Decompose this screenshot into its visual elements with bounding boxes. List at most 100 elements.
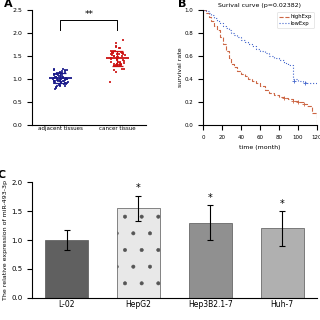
Point: [52, 72, 57, 77]
Point: [114, 58, 119, 63]
Title: Surival curve (p=0.02382): Surival curve (p=0.02382): [218, 3, 301, 8]
lowExp: [305, 81, 309, 85]
Point: [63, 75, 68, 80]
Point: [114, 57, 119, 62]
lowExp: [246, 42, 250, 46]
Point: [120, 53, 125, 59]
Point: [114, 61, 119, 67]
Text: *: *: [136, 183, 141, 193]
Point: [119, 50, 124, 55]
Point: [56, 72, 61, 77]
Point: [54, 71, 59, 76]
highExp: [250, 79, 254, 83]
Point: [108, 80, 113, 85]
Point: [65, 79, 70, 84]
Point: [59, 79, 64, 84]
highExp: [227, 56, 230, 60]
Point: [54, 84, 59, 89]
highExp: [305, 104, 309, 108]
Point: [58, 78, 63, 83]
Point: [118, 61, 124, 66]
Point: [65, 67, 70, 72]
X-axis label: time (month): time (month): [239, 145, 281, 150]
lowExp: [229, 31, 233, 35]
lowExp: [204, 9, 208, 13]
lowExp: [254, 47, 258, 51]
Point: [111, 50, 116, 55]
Point: [62, 68, 67, 74]
lowExp: [315, 81, 319, 85]
highExp: [229, 62, 233, 66]
Point: [60, 75, 66, 80]
Y-axis label: survival rate: survival rate: [178, 47, 183, 87]
Point: [112, 63, 117, 68]
lowExp: [310, 81, 314, 85]
Line: lowExp: lowExp: [203, 10, 317, 83]
Point: [121, 67, 126, 72]
Point: [63, 77, 68, 83]
Point: [63, 81, 68, 86]
Point: [108, 56, 113, 61]
Point: [114, 63, 119, 68]
Point: [63, 70, 68, 75]
Point: [59, 73, 64, 78]
Point: [112, 53, 117, 59]
Point: [117, 45, 123, 50]
Bar: [261, 228, 304, 298]
Point: [111, 63, 116, 68]
highExp: [310, 111, 314, 115]
Point: [55, 78, 60, 83]
lowExp: [218, 21, 222, 25]
Point: [120, 37, 125, 43]
Point: [117, 62, 122, 68]
Point: [55, 76, 60, 81]
Point: [120, 51, 125, 56]
lowExp: [212, 16, 216, 20]
Y-axis label: The relative expression of miR-493-3p: The relative expression of miR-493-3p: [3, 180, 8, 300]
Point: [118, 60, 123, 66]
highExp: [235, 69, 239, 73]
Point: [58, 83, 63, 88]
Point: [52, 78, 57, 83]
Point: [52, 80, 57, 85]
Point: [53, 85, 58, 91]
lowExp: [227, 28, 230, 32]
highExp: [291, 99, 295, 102]
Point: [114, 44, 119, 49]
lowExp: [258, 49, 262, 53]
lowExp: [291, 77, 295, 81]
Point: [53, 75, 58, 80]
Point: [51, 67, 56, 72]
lowExp: [277, 58, 281, 62]
Point: [53, 78, 58, 83]
Point: [56, 70, 61, 75]
highExp: [282, 96, 285, 100]
Point: [109, 53, 114, 58]
lowExp: [224, 26, 228, 30]
highExp: [258, 84, 262, 88]
highExp: [254, 81, 258, 85]
Point: [111, 61, 116, 66]
highExp: [277, 95, 281, 99]
Point: [116, 46, 122, 51]
Point: [61, 81, 67, 86]
Text: *: *: [208, 193, 213, 203]
Point: [108, 52, 113, 57]
Point: [53, 75, 59, 80]
Point: [58, 79, 63, 84]
highExp: [286, 98, 290, 101]
highExp: [272, 93, 276, 97]
Point: [60, 68, 65, 74]
Text: *: *: [280, 199, 285, 209]
Point: [120, 66, 125, 71]
Point: [63, 76, 68, 82]
Point: [118, 62, 123, 68]
Point: [116, 52, 121, 57]
Point: [121, 59, 126, 64]
Point: [109, 50, 115, 55]
highExp: [296, 100, 300, 104]
highExp: [232, 65, 236, 69]
lowExp: [235, 35, 239, 39]
highExp: [224, 49, 228, 53]
Point: [51, 76, 56, 81]
